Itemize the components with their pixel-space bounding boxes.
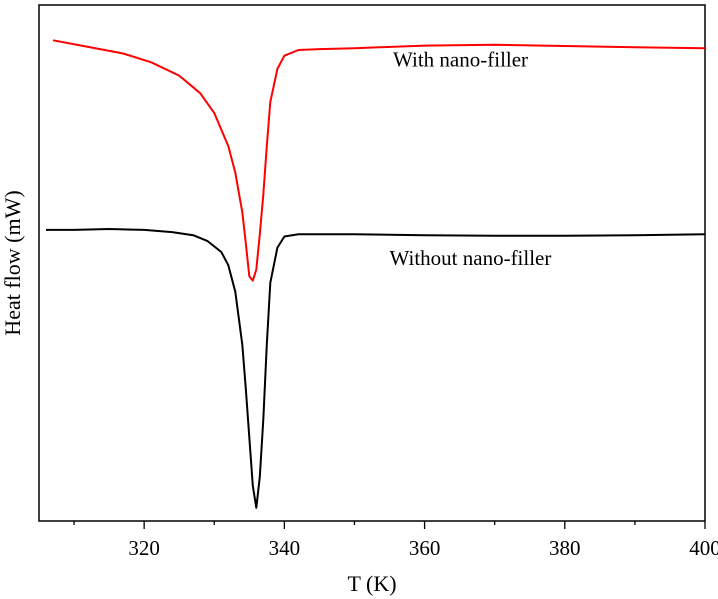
series-layer <box>46 39 706 509</box>
x-axis-title: T (K) <box>347 571 396 596</box>
x-axis-ticks: 320 340 360 380 400 <box>73 521 718 560</box>
x-tick-label: 380 <box>549 536 581 560</box>
series-annotation: With nano-filler <box>393 48 528 72</box>
y-axis-title: Heat flow (mW) <box>0 190 25 335</box>
plot-frame <box>38 4 706 522</box>
x-tick-label: 400 <box>689 536 718 560</box>
series-line-without-nano-filler <box>46 228 706 509</box>
x-tick-label: 320 <box>128 536 160 560</box>
series-line-with-nano-filler <box>52 39 706 282</box>
x-tick-label: 360 <box>409 536 441 560</box>
series-annotation: Without nano-filler <box>390 246 552 270</box>
x-tick-label: 340 <box>269 536 301 560</box>
annotation-layer: With nano-filler Without nano-filler <box>390 48 552 270</box>
